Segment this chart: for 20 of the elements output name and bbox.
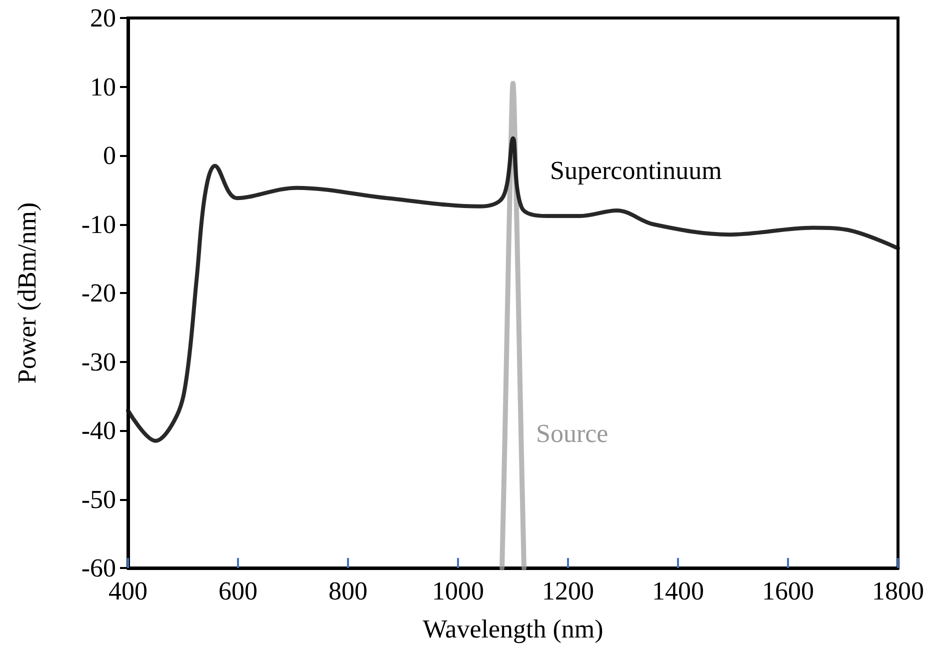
y-tick-label: -10: [81, 210, 116, 239]
y-tick-label: -20: [81, 278, 116, 308]
y-axis-title: Power (dBm/nm): [12, 202, 42, 384]
x-tick-label: 1800: [872, 576, 924, 606]
y-tick-label: 10: [90, 72, 116, 102]
x-tick-label: 1600: [762, 576, 814, 606]
x-axis-title: Wavelength (nm): [422, 614, 604, 644]
series-label: Supercontinuum: [550, 156, 722, 185]
x-tick-label: 1200: [542, 576, 594, 606]
y-tick-label: 20: [90, 4, 116, 32]
x-tick-label: 800: [328, 576, 368, 606]
series-label: Source: [536, 418, 608, 448]
y-tick-label: 0: [103, 141, 116, 170]
x-tick-label: 1000: [432, 576, 484, 606]
line-series: [126, 136, 900, 443]
x-tick-label: 600: [218, 576, 258, 606]
x-tick-label: 1400: [652, 576, 704, 606]
y-tick-label: -40: [81, 416, 116, 445]
y-tick-label: -50: [81, 484, 116, 514]
y-tick-label: -30: [81, 347, 116, 376]
